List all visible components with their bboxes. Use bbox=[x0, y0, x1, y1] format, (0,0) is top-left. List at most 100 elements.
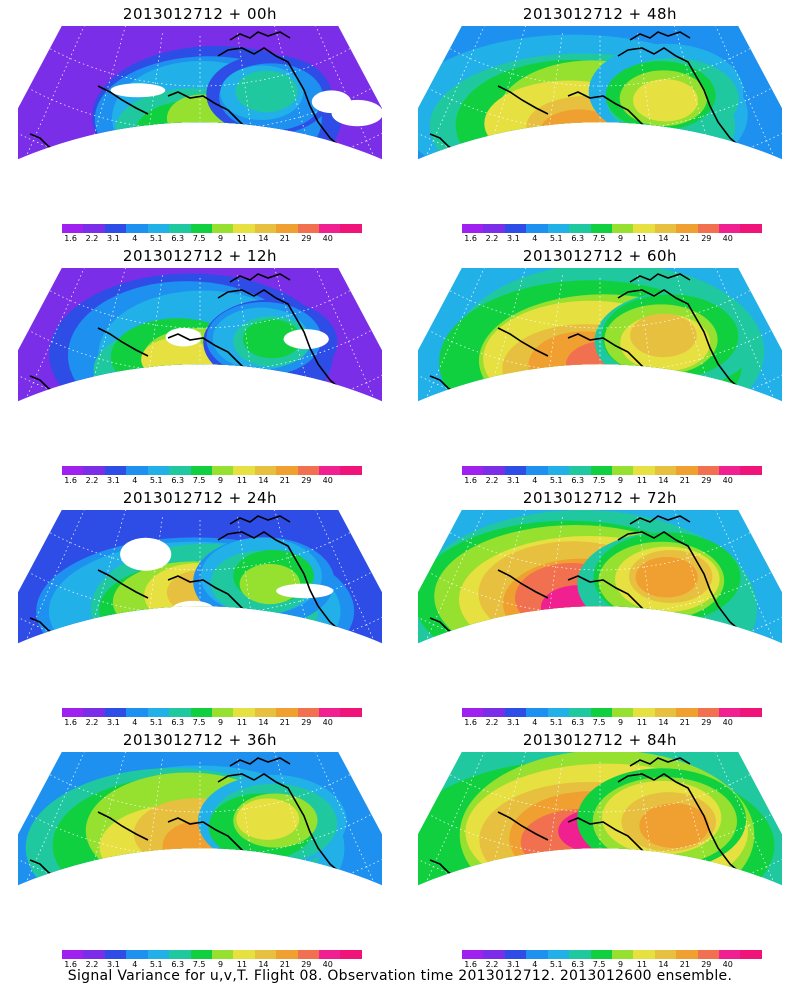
colorbar-swatch bbox=[62, 224, 84, 233]
meridian-line bbox=[674, 752, 729, 903]
colorbar-tick-label: 4 bbox=[132, 960, 138, 969]
colorbar-swatch bbox=[719, 950, 741, 959]
colorbar-tick-label: 21 bbox=[679, 960, 690, 969]
colorbar-swatch bbox=[254, 950, 277, 959]
colorbar-tick-label: 11 bbox=[236, 476, 248, 485]
colorbar-swatch bbox=[483, 466, 505, 475]
colorbar-swatch bbox=[504, 224, 527, 233]
colorbar-tick-label: 4 bbox=[532, 234, 538, 243]
colorbar-swatch bbox=[590, 224, 612, 233]
colorbar-swatch bbox=[483, 224, 505, 233]
colorbar-tick-label: 1.6 bbox=[64, 718, 77, 727]
colorbar-tick-label: 40 bbox=[722, 718, 733, 727]
colorbar-tick-label: 1.6 bbox=[64, 476, 77, 485]
colorbar-swatch bbox=[319, 950, 341, 959]
colorbar-swatch bbox=[297, 708, 320, 717]
missing-data-patch bbox=[120, 537, 172, 571]
missing-data-patch bbox=[110, 83, 166, 98]
missing-data-patch bbox=[161, 413, 223, 419]
colorbar-tick-label: 3.1 bbox=[507, 476, 520, 485]
panel-title: 2013012712 + 72h bbox=[522, 489, 678, 507]
colorbar-swatch bbox=[633, 950, 655, 959]
colorbar-swatch bbox=[340, 466, 362, 475]
colorbar-swatch bbox=[526, 708, 548, 717]
colorbar-tick-label: 21 bbox=[679, 234, 690, 243]
meridian-line bbox=[471, 268, 526, 419]
meridian-line bbox=[471, 752, 526, 903]
colorbar-swatch bbox=[211, 224, 234, 233]
forecast-map bbox=[418, 268, 782, 419]
meridian-line bbox=[274, 268, 329, 419]
meridian-line bbox=[534, 275, 563, 419]
colorbar-tick-label: 29 bbox=[301, 234, 312, 243]
field-contour bbox=[630, 313, 697, 358]
colorbar-tick-label: 7.5 bbox=[592, 718, 606, 727]
colorbar-swatch bbox=[340, 708, 362, 717]
colorbar-tick-label: 2.2 bbox=[85, 960, 99, 969]
colorbar-tick-label: 2.2 bbox=[485, 476, 499, 485]
colorbar-swatch bbox=[462, 708, 484, 717]
colorbar-tick-label: 3.1 bbox=[107, 718, 120, 727]
missing-data-patch bbox=[109, 142, 170, 177]
map-panel: 2013012712 + 36h 1.6 2.2 3.1 4 5.1 6.3 7.5 9 11 14… bbox=[0, 730, 400, 970]
meridian-line bbox=[71, 510, 126, 661]
colorbar-tick-label: 14 bbox=[258, 718, 269, 727]
colorbar-swatch bbox=[147, 224, 170, 233]
colorbar-swatch bbox=[254, 708, 277, 717]
colorbar-swatch bbox=[62, 950, 84, 959]
colorbar-swatch bbox=[719, 466, 741, 475]
colorbar-tick-label: 40 bbox=[722, 234, 733, 243]
colorbar-swatch bbox=[104, 950, 127, 959]
colorbar-tick-label: 3.1 bbox=[107, 234, 120, 243]
panel-title: 2013012712 + 48h bbox=[522, 5, 678, 23]
colorbar-swatch bbox=[190, 708, 212, 717]
colorbar-swatch bbox=[233, 466, 255, 475]
meridian-line bbox=[134, 759, 163, 903]
colorbar-tick-label: 14 bbox=[258, 476, 269, 485]
colorbar-swatch bbox=[104, 708, 127, 717]
meridian-line bbox=[134, 33, 163, 177]
colorbar-tick-label: 21 bbox=[279, 718, 290, 727]
colorbar-swatch bbox=[169, 950, 191, 959]
field-contour bbox=[236, 798, 300, 840]
colorbar-swatch bbox=[319, 466, 341, 475]
colorbar-swatch bbox=[569, 950, 591, 959]
colorbar-swatch bbox=[233, 224, 255, 233]
meridian-line bbox=[637, 517, 666, 661]
colorbar-swatch bbox=[547, 950, 570, 959]
colorbar-tick-label: 21 bbox=[679, 718, 690, 727]
colorbar-tick-label: 7.5 bbox=[192, 234, 206, 243]
missing-data-patch bbox=[138, 415, 200, 419]
colorbar-swatch bbox=[147, 466, 170, 475]
colorbar-swatch bbox=[126, 224, 148, 233]
colorbar-tick-label: 29 bbox=[701, 718, 712, 727]
colorbar-swatch bbox=[590, 708, 612, 717]
field-contour bbox=[242, 319, 302, 359]
map-panel: 2013012712 + 48h 1.6 2.2 3.1 4 5.1 6.3 7.5 9 11 14… bbox=[400, 4, 800, 244]
colorbar-tick-label: 1.6 bbox=[64, 960, 77, 969]
colorbar-swatch bbox=[211, 708, 234, 717]
colorbar-swatch bbox=[62, 466, 84, 475]
panel-title: 2013012712 + 12h bbox=[122, 247, 278, 265]
forecast-map bbox=[418, 26, 782, 177]
colorbar-tick-label: 21 bbox=[679, 476, 690, 485]
colorbar-tick-label: 14 bbox=[258, 960, 269, 969]
colorbar: 1.6 2.2 3.1 4 5.1 6.3 7.5 9 11 14 21 29 40 bbox=[462, 224, 762, 244]
coastline bbox=[29, 273, 345, 401]
colorbar-tick-label: 1.6 bbox=[464, 718, 477, 727]
colorbar-tick-label: 11 bbox=[236, 234, 248, 243]
colorbar-tick-label: 2.2 bbox=[485, 960, 499, 969]
colorbar-swatch bbox=[462, 950, 484, 959]
colorbar: 1.6 2.2 3.1 4 5.1 6.3 7.5 9 11 14 21 29 40 bbox=[62, 466, 362, 486]
colorbar-tick-label: 11 bbox=[236, 718, 248, 727]
colorbar-tick-label: 3.1 bbox=[107, 476, 120, 485]
colorbar-swatch bbox=[611, 950, 634, 959]
colorbar-swatch bbox=[340, 224, 362, 233]
colorbar-tick-label: 9 bbox=[218, 960, 224, 969]
colorbar-tick-label: 1.6 bbox=[464, 234, 477, 243]
coastline bbox=[429, 273, 745, 401]
map-panel: 2013012712 + 12h 1.6 2.2 3.1 4 5.1 6.3 7.5 9 11 14… bbox=[0, 246, 400, 486]
colorbar-tick-label: 4 bbox=[132, 234, 138, 243]
colorbar-tick-label: 7.5 bbox=[192, 476, 206, 485]
colorbar-swatch bbox=[483, 708, 505, 717]
